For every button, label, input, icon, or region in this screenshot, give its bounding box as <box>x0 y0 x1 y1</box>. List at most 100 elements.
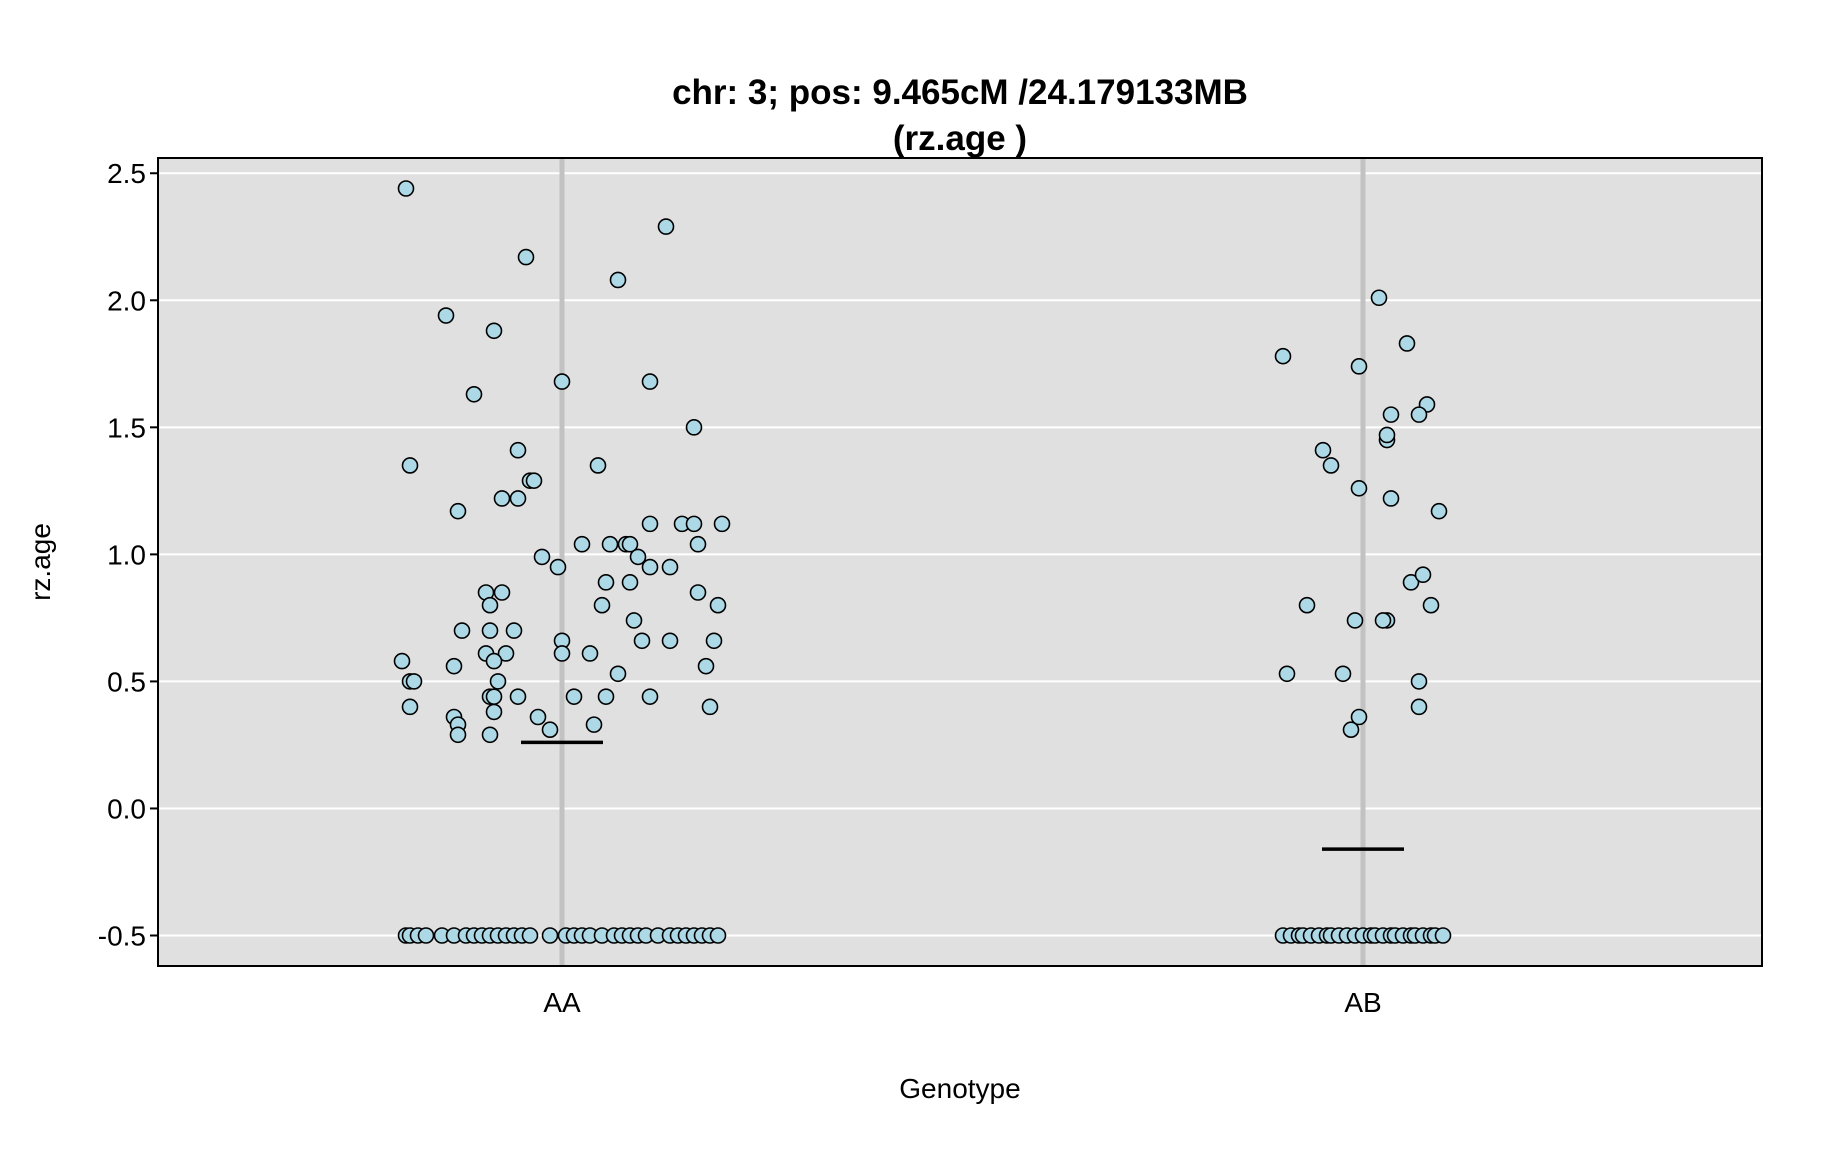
data-point <box>1314 441 1332 459</box>
chart-title-line2: (rz.age ) <box>893 119 1027 158</box>
data-point <box>597 688 615 705</box>
data-point <box>533 548 551 566</box>
data-point <box>541 721 559 738</box>
data-point <box>525 472 543 489</box>
data-point <box>1350 480 1368 497</box>
data-point <box>397 180 415 197</box>
data-point <box>465 386 483 403</box>
plot-frame <box>157 157 1763 967</box>
data-point <box>541 927 559 944</box>
data-point <box>1430 502 1448 520</box>
data-point <box>1422 596 1440 614</box>
data-point <box>485 322 503 340</box>
data-point <box>1382 490 1400 507</box>
data-point <box>517 248 535 266</box>
chart-title-line1: chr: 3; pos: 9.465cM /24.179133MB <box>672 73 1248 112</box>
data-point <box>1402 574 1420 591</box>
data-point <box>661 558 679 576</box>
mean-markers <box>521 740 1404 851</box>
data-point <box>685 515 703 533</box>
x-tick-label: AB <box>1344 987 1381 1018</box>
data-point <box>689 535 707 553</box>
data-point <box>405 673 423 690</box>
x-axis-ticks: AA AB <box>543 987 1381 1018</box>
data-point <box>661 632 679 650</box>
data-point <box>1350 708 1368 726</box>
data-point <box>657 218 675 235</box>
data-point <box>509 441 527 459</box>
data-point <box>709 927 727 944</box>
data-point <box>601 535 619 553</box>
data-point <box>1398 335 1416 352</box>
y-tick-label: 1.5 <box>107 412 146 443</box>
data-point <box>1322 457 1340 474</box>
data-point <box>589 457 607 474</box>
data-point <box>521 927 539 944</box>
data-point <box>709 596 727 614</box>
data-point <box>621 574 639 591</box>
data-point <box>701 698 719 716</box>
data-point <box>597 574 615 591</box>
data-point <box>1378 426 1396 444</box>
data-point <box>573 535 591 553</box>
data-point <box>609 271 627 289</box>
data-point <box>453 622 471 639</box>
data-point <box>1434 927 1452 944</box>
data-point <box>641 515 659 533</box>
data-point <box>689 584 707 601</box>
data-point <box>1382 406 1400 423</box>
data-point <box>641 558 659 576</box>
y-tick-label: 0.5 <box>107 666 146 697</box>
y-tick-label: -0.5 <box>98 921 146 952</box>
data-point <box>633 632 651 650</box>
data-point <box>481 596 499 614</box>
data-point <box>549 558 567 576</box>
data-point <box>485 703 503 721</box>
y-tick-label: 2.5 <box>107 158 146 189</box>
data-point <box>553 645 571 662</box>
data-point <box>609 665 627 683</box>
data-point <box>449 502 467 520</box>
data-point <box>1346 612 1364 629</box>
data-point <box>581 645 599 662</box>
data-point <box>445 657 463 675</box>
data-point <box>401 457 419 474</box>
data-point <box>449 726 467 744</box>
data-point <box>1342 721 1360 738</box>
data-point <box>1350 358 1368 375</box>
data-point <box>641 373 659 390</box>
data-point <box>505 622 523 639</box>
data-points <box>393 180 1452 944</box>
data-point <box>1274 347 1292 365</box>
data-point <box>641 688 659 705</box>
y-tick-label: 1.0 <box>107 539 146 570</box>
plot-panel <box>158 158 1762 966</box>
data-point <box>705 632 723 650</box>
data-point <box>1410 673 1428 690</box>
data-point <box>481 726 499 744</box>
data-point <box>1370 289 1388 307</box>
data-point <box>625 612 643 629</box>
y-axis-ticks: -0.5 0.0 0.5 1.0 1.5 2.0 2.5 <box>98 158 158 952</box>
y-tick-label: 2.0 <box>107 285 146 316</box>
data-point <box>509 490 527 507</box>
data-point <box>401 698 419 716</box>
data-point <box>1374 612 1392 629</box>
data-point <box>393 652 411 670</box>
data-point <box>497 645 515 662</box>
y-axis-label: rz.age <box>25 523 56 601</box>
data-point <box>621 535 639 553</box>
data-point <box>509 688 527 705</box>
data-point <box>437 307 455 324</box>
data-point <box>529 708 547 726</box>
data-point <box>481 622 499 639</box>
data-point <box>685 419 703 436</box>
data-point <box>1410 698 1428 716</box>
data-point <box>1410 406 1428 423</box>
y-tick-label: 0.0 <box>107 793 146 824</box>
data-point <box>593 596 611 614</box>
data-point <box>629 548 647 566</box>
data-point <box>565 688 583 705</box>
data-point <box>1334 665 1352 683</box>
